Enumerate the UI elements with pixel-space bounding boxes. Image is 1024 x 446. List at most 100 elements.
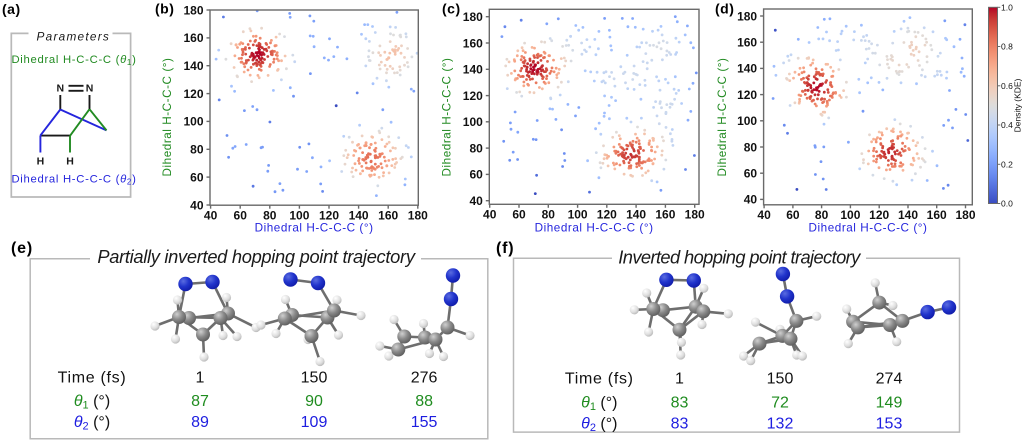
svg-text:Inverted hopping point traject: Inverted hopping point trajectory [618, 246, 862, 267]
svg-text:100: 100 [568, 208, 588, 222]
svg-text:60: 60 [786, 208, 800, 222]
svg-text:88: 88 [415, 393, 433, 410]
svg-text:180: 180 [408, 208, 428, 222]
svg-text:Dihedral H-C-C-C (°): Dihedral H-C-C-C (°) [441, 58, 454, 177]
svg-text:(c): (c) [442, 1, 461, 17]
svg-text:109: 109 [301, 414, 328, 431]
svg-text:Time (fs): Time (fs) [565, 371, 634, 388]
svg-text:120: 120 [183, 87, 203, 101]
svg-text:140: 140 [183, 59, 203, 73]
svg-text:Dihedral H-C-C-C (θ1): Dihedral H-C-C-C (θ1) [11, 54, 136, 67]
svg-text:60: 60 [234, 208, 248, 222]
svg-text:160: 160 [378, 208, 398, 222]
svg-text:Parameters: Parameters [37, 29, 110, 43]
svg-text:72: 72 [771, 394, 789, 411]
svg-text:1: 1 [196, 370, 205, 387]
svg-text:180: 180 [737, 9, 757, 23]
svg-text:180: 180 [685, 208, 705, 222]
svg-text:1.0: 1.0 [1001, 2, 1013, 12]
svg-text:150: 150 [301, 370, 328, 387]
svg-text:θ2 (°): θ2 (°) [581, 415, 617, 434]
svg-text:120: 120 [737, 88, 757, 102]
svg-text:120: 120 [319, 208, 339, 222]
svg-text:Dihedral H-C-C-C (°): Dihedral H-C-C-C (°) [809, 222, 928, 235]
svg-text:60: 60 [190, 170, 204, 184]
svg-text:160: 160 [655, 208, 675, 222]
svg-text:θ1 (°): θ1 (°) [581, 394, 617, 413]
svg-text:100: 100 [737, 114, 757, 128]
svg-text:140: 140 [898, 208, 918, 222]
svg-text:Dihedral H-C-C-C (°): Dihedral H-C-C-C (°) [161, 58, 174, 177]
svg-text:87: 87 [191, 393, 209, 410]
svg-text:155: 155 [411, 414, 438, 431]
svg-text:40: 40 [469, 194, 483, 208]
svg-text:160: 160 [737, 36, 757, 50]
svg-text:153: 153 [876, 415, 903, 432]
svg-text:120: 120 [597, 208, 617, 222]
svg-text:276: 276 [411, 370, 438, 387]
svg-text:274: 274 [876, 371, 903, 388]
svg-text:149: 149 [876, 394, 903, 411]
svg-text:Dihedral H-C-C-C (°): Dihedral H-C-C-C (°) [716, 58, 729, 177]
svg-text:40: 40 [757, 208, 771, 222]
svg-text:(e): (e) [11, 240, 33, 257]
svg-text:100: 100 [183, 115, 203, 129]
svg-text:100: 100 [289, 208, 309, 222]
svg-text:150: 150 [767, 371, 794, 388]
svg-text:(f): (f) [496, 240, 514, 257]
svg-text:83: 83 [671, 394, 689, 411]
svg-text:40: 40 [483, 208, 497, 222]
svg-text:Density (KDE): Density (KDE) [1013, 78, 1023, 132]
svg-text:89: 89 [191, 414, 209, 431]
svg-text:60: 60 [469, 168, 483, 182]
svg-text:Partially inverted hopping poi: Partially inverted hopping point traject… [97, 246, 417, 267]
svg-text:80: 80 [815, 208, 829, 222]
svg-text:180: 180 [955, 208, 975, 222]
svg-text:140: 140 [737, 62, 757, 76]
svg-text:160: 160 [183, 31, 203, 45]
svg-text:80: 80 [190, 143, 204, 157]
svg-text:θ1 (°): θ1 (°) [74, 393, 110, 412]
svg-text:140: 140 [349, 208, 369, 222]
svg-text:0.4: 0.4 [1001, 120, 1013, 130]
svg-text:1: 1 [675, 371, 684, 388]
svg-text:Dihedral H-C-C-C (θ2): Dihedral H-C-C-C (θ2) [11, 174, 136, 187]
svg-text:140: 140 [626, 208, 646, 222]
svg-text:θ2 (°): θ2 (°) [74, 414, 110, 433]
svg-text:80: 80 [469, 141, 483, 155]
svg-text:180: 180 [183, 3, 203, 17]
svg-text:0.6: 0.6 [1001, 81, 1013, 91]
svg-text:H: H [37, 156, 45, 168]
svg-text:120: 120 [463, 89, 483, 103]
svg-text:100: 100 [840, 208, 860, 222]
svg-text:90: 90 [305, 393, 323, 410]
svg-text:40: 40 [744, 193, 758, 207]
svg-text:132: 132 [767, 415, 794, 432]
svg-text:120: 120 [869, 208, 889, 222]
svg-text:80: 80 [542, 208, 556, 222]
svg-text:(a): (a) [2, 1, 21, 17]
svg-text:(d): (d) [715, 1, 734, 17]
svg-text:100: 100 [463, 115, 483, 129]
svg-text:60: 60 [744, 167, 758, 181]
svg-text:H: H [66, 156, 74, 168]
svg-text:N: N [86, 83, 94, 95]
svg-text:0.2: 0.2 [1001, 159, 1013, 169]
svg-text:160: 160 [463, 36, 483, 50]
svg-text:Dihedral H-C-C-C (°): Dihedral H-C-C-C (°) [535, 222, 654, 235]
svg-text:140: 140 [463, 63, 483, 77]
svg-text:N: N [57, 83, 65, 95]
svg-text:0.0: 0.0 [1001, 199, 1013, 209]
svg-text:Time (fs): Time (fs) [58, 370, 127, 387]
svg-text:160: 160 [927, 208, 947, 222]
svg-text:0.8: 0.8 [1001, 42, 1013, 52]
svg-text:60: 60 [512, 208, 526, 222]
svg-text:Dihedral H-C-C-C (°): Dihedral H-C-C-C (°) [255, 222, 374, 235]
svg-text:40: 40 [204, 208, 218, 222]
svg-text:180: 180 [463, 10, 483, 24]
svg-text:(b): (b) [155, 1, 174, 17]
svg-text:80: 80 [744, 140, 758, 154]
svg-text:83: 83 [671, 415, 689, 432]
svg-text:80: 80 [263, 208, 277, 222]
svg-text:40: 40 [190, 198, 204, 212]
